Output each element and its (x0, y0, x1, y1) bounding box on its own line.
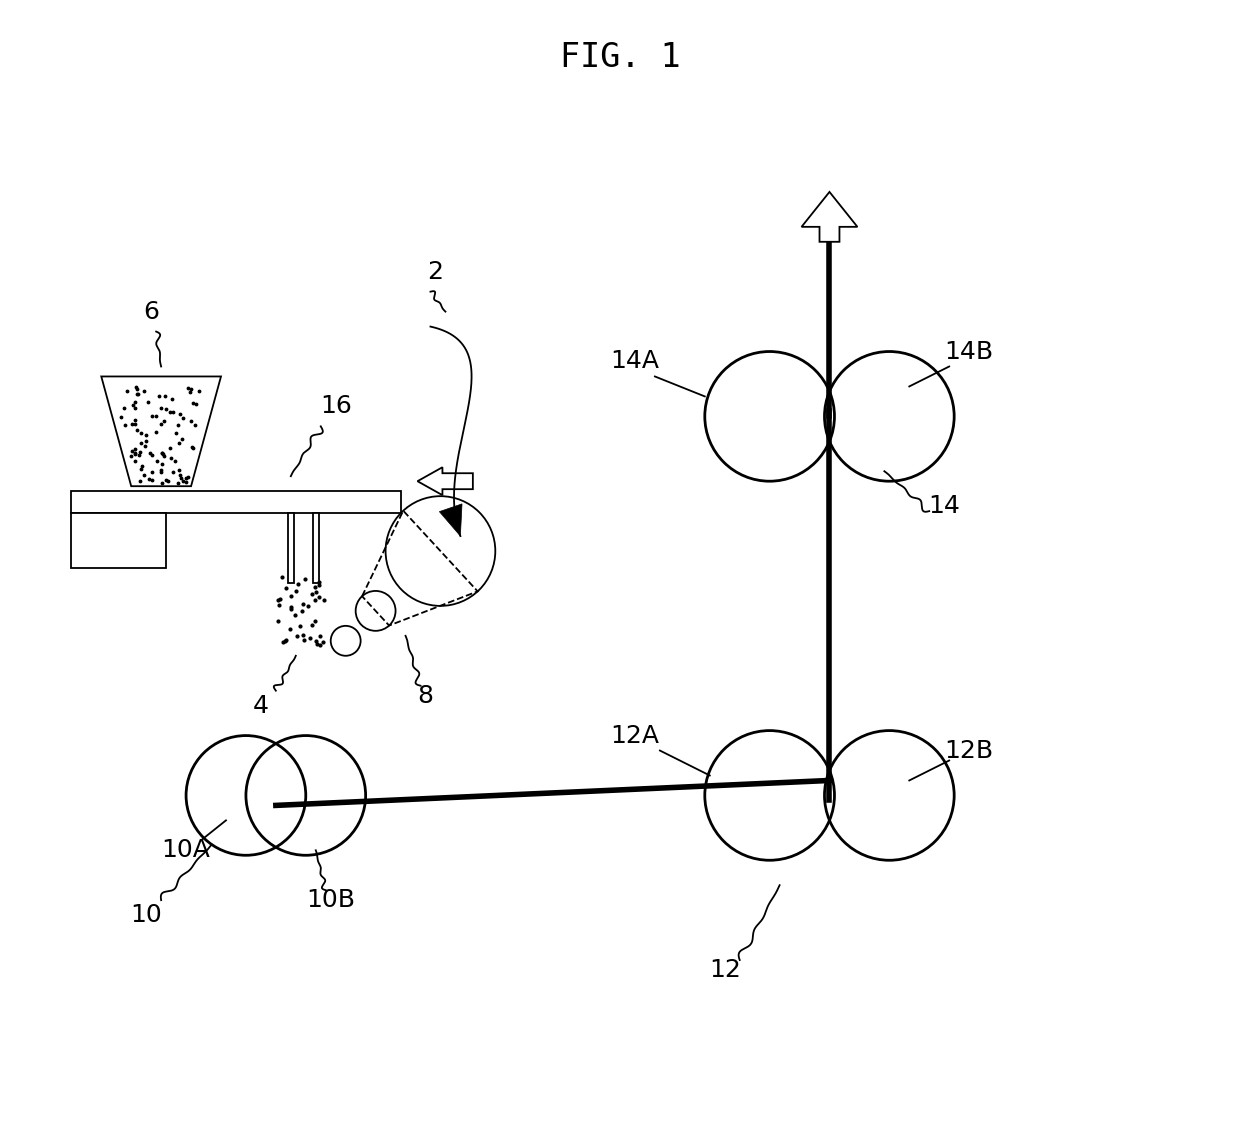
Text: 8: 8 (418, 683, 434, 707)
Polygon shape (288, 513, 294, 583)
Polygon shape (102, 376, 221, 486)
Text: 12: 12 (709, 958, 740, 982)
Text: 16: 16 (320, 394, 352, 419)
Text: FIG. 1: FIG. 1 (559, 41, 681, 73)
Polygon shape (439, 503, 463, 536)
Text: 10: 10 (130, 903, 162, 927)
Text: 10A: 10A (161, 838, 211, 863)
Text: 14B: 14B (945, 340, 993, 364)
Text: 2: 2 (428, 260, 444, 284)
Text: 6: 6 (143, 300, 159, 323)
Text: 14: 14 (929, 494, 960, 518)
Polygon shape (418, 467, 472, 495)
Text: 10B: 10B (306, 888, 355, 912)
Text: 4: 4 (253, 694, 269, 717)
Text: 12A: 12A (610, 724, 660, 748)
Polygon shape (72, 513, 166, 568)
Text: 14A: 14A (610, 349, 660, 374)
Polygon shape (801, 191, 857, 242)
Text: 12B: 12B (945, 739, 993, 762)
Polygon shape (72, 491, 401, 513)
Polygon shape (312, 513, 319, 583)
